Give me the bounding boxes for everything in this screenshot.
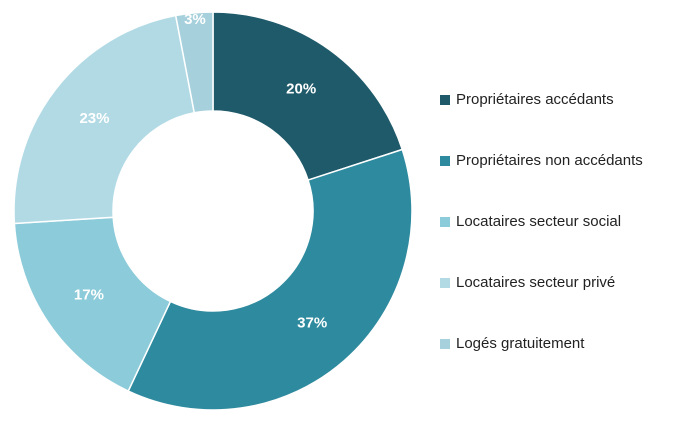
data-label: 37%: [297, 314, 327, 331]
slice: [174, 11, 214, 114]
data-label: 23%: [79, 110, 109, 127]
legend-swatch: [440, 339, 450, 349]
legend-swatch: [440, 278, 450, 288]
legend-label: Locataires secteur social: [456, 213, 621, 230]
legend-label: Propriétaires non accédants: [456, 152, 643, 169]
legend-swatch: [440, 95, 450, 105]
data-label: 3%: [184, 11, 206, 28]
legend-label: Propriétaires accédants: [456, 91, 614, 108]
slice: [13, 216, 172, 393]
data-label: 20%: [286, 81, 316, 98]
legend-label: Locataires secteur privé: [456, 274, 615, 291]
slice: [13, 14, 196, 225]
legend-label: Logés gratuitement: [456, 335, 585, 352]
legend-swatch: [440, 156, 450, 166]
slice: [127, 148, 413, 411]
slice: [212, 11, 404, 182]
legend-swatch: [440, 217, 450, 227]
data-label: 17%: [74, 286, 104, 303]
